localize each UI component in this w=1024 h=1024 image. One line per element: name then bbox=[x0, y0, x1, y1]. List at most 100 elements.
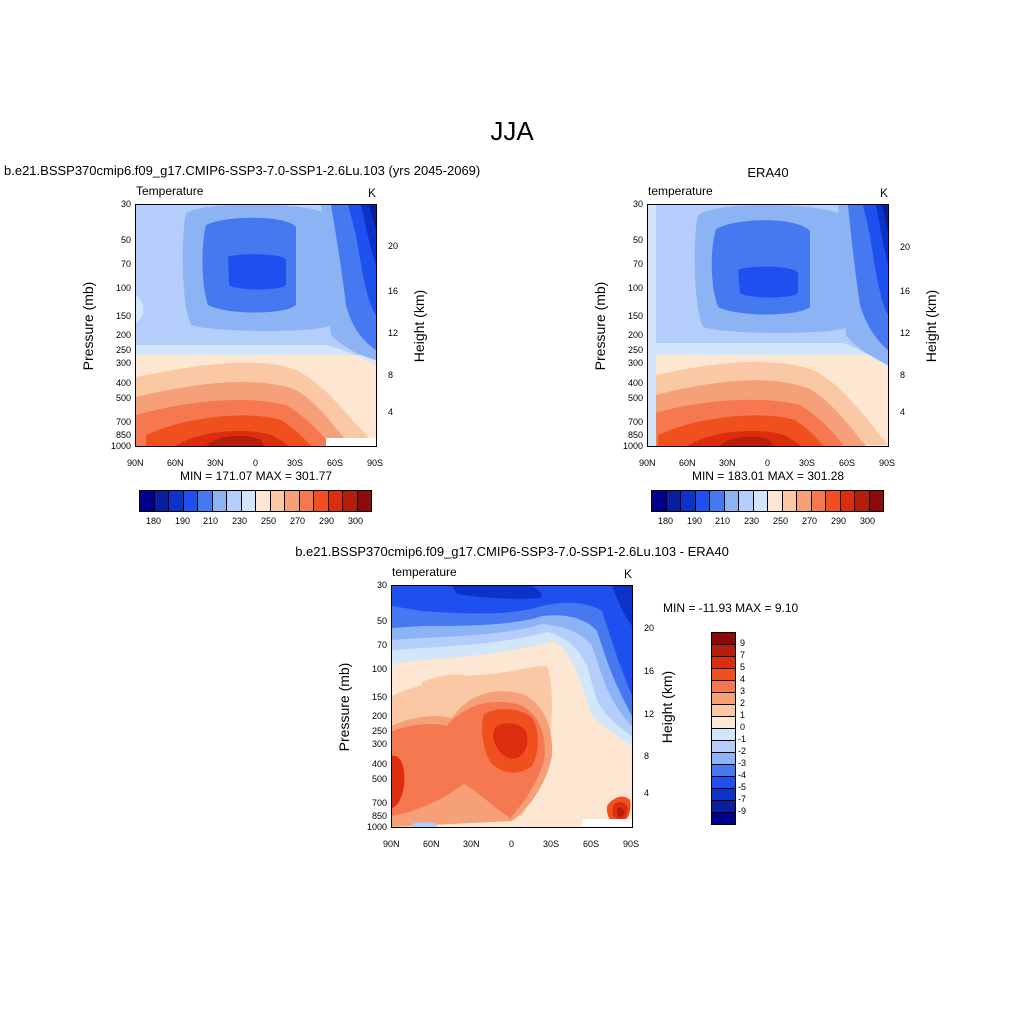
y-tick: 850 bbox=[371, 811, 387, 821]
y-tick: 500 bbox=[115, 393, 131, 403]
colorbar-label: -4 bbox=[738, 770, 747, 780]
colorbar-label: 230 bbox=[232, 516, 248, 526]
panel1-colorbar bbox=[139, 490, 372, 512]
panel3-x-ticks: 90N 60N 30N 0 30S 60S 90S bbox=[383, 839, 639, 851]
y2-tick: 4 bbox=[644, 788, 650, 798]
y2-tick: 12 bbox=[900, 328, 911, 338]
y-tick: 300 bbox=[371, 739, 387, 749]
panel1-x-ticks: 90N 60N 30N 0 30S 60S 90S bbox=[127, 458, 383, 470]
panel2-plot-area bbox=[647, 204, 889, 447]
x-tick: 90N bbox=[639, 458, 656, 468]
colorbar-label: 3 bbox=[740, 686, 746, 696]
panel1-variable-label: Temperature bbox=[136, 184, 204, 198]
panel2-y-ticks: 30 50 70 100 150 200 250 300 400 500 700… bbox=[607, 199, 643, 451]
y-tick: 500 bbox=[371, 774, 387, 784]
colorbar-label: 4 bbox=[740, 674, 746, 684]
x-tick: 30N bbox=[719, 458, 736, 468]
y2-tick: 8 bbox=[388, 370, 394, 380]
panel1-plot-area bbox=[135, 204, 377, 447]
y-tick: 250 bbox=[115, 345, 131, 355]
y-tick: 150 bbox=[627, 311, 643, 321]
x-tick: 90S bbox=[879, 458, 896, 468]
colorbar-label: -7 bbox=[738, 794, 747, 804]
y-tick: 700 bbox=[371, 798, 387, 808]
y-tick: 700 bbox=[627, 417, 643, 427]
colorbar-label: 7 bbox=[740, 650, 746, 660]
x-tick: 90S bbox=[623, 839, 640, 849]
panel1-title: b.e21.BSSP370cmip6.f09_g17.CMIP6-SSP3-7.… bbox=[4, 163, 481, 178]
y-tick: 850 bbox=[627, 430, 643, 440]
colorbar-label: 300 bbox=[348, 516, 364, 526]
panel3-plot-area bbox=[391, 585, 633, 828]
panel2-colorbar-labels: 180 190 210 230 250 270 290 300 bbox=[651, 516, 884, 528]
colorbar-label: 9 bbox=[740, 638, 746, 648]
x-tick: 30S bbox=[287, 458, 304, 468]
y2-tick: 16 bbox=[388, 286, 399, 296]
panel1-contour-svg bbox=[136, 205, 376, 446]
y-tick: 300 bbox=[627, 358, 643, 368]
y2-tick: 20 bbox=[388, 241, 399, 251]
colorbar-label: 290 bbox=[319, 516, 335, 526]
panel1-units: K bbox=[368, 186, 377, 200]
y2-tick: 8 bbox=[900, 370, 906, 380]
panel2-units: K bbox=[880, 186, 889, 200]
y2-tick: 12 bbox=[644, 709, 655, 719]
y-tick: 1000 bbox=[622, 441, 643, 451]
colorbar-label: 210 bbox=[715, 516, 731, 526]
colorbar-label: 210 bbox=[203, 516, 219, 526]
y-tick: 150 bbox=[371, 692, 387, 702]
colorbar-label: 190 bbox=[687, 516, 703, 526]
y-tick: 400 bbox=[115, 378, 131, 388]
panel2-y2-ticks: 20 16 12 8 4 bbox=[895, 204, 925, 447]
colorbar-label: 250 bbox=[773, 516, 789, 526]
panel1-colorbar-labels: 180 190 210 230 250 270 290 300 bbox=[139, 516, 372, 528]
y-tick: 30 bbox=[632, 199, 643, 209]
panel3-colorbar-labels: 9 7 5 4 3 2 1 0 -1 -2 -3 -4 -5 -7 -9 bbox=[738, 632, 770, 825]
colorbar-label: 270 bbox=[290, 516, 306, 526]
x-tick: 60S bbox=[327, 458, 344, 468]
panel3-y-axis-label: Pressure (mb) bbox=[336, 662, 352, 752]
colorbar-label: 1 bbox=[740, 710, 746, 720]
y-tick: 100 bbox=[627, 283, 643, 293]
y-tick: 1000 bbox=[110, 441, 131, 451]
colorbar-label: 190 bbox=[175, 516, 191, 526]
y2-tick: 20 bbox=[900, 242, 911, 252]
panel2-y2-axis-label: Height (km) bbox=[923, 289, 939, 363]
y-tick: 150 bbox=[115, 311, 131, 321]
colorbar-label: 300 bbox=[860, 516, 876, 526]
x-tick: 30S bbox=[543, 839, 560, 849]
y-tick: 50 bbox=[120, 235, 131, 245]
y-tick: 50 bbox=[376, 616, 387, 626]
panel2-y-axis-label: Pressure (mb) bbox=[592, 281, 608, 371]
y-tick: 200 bbox=[115, 330, 131, 340]
colorbar-label: -3 bbox=[738, 758, 747, 768]
colorbar-label: -5 bbox=[738, 782, 747, 792]
y-tick: 850 bbox=[115, 430, 131, 440]
x-tick: 90S bbox=[367, 458, 384, 468]
panel1-y2-ticks: 20 16 12 8 4 bbox=[383, 204, 413, 447]
y-tick: 50 bbox=[632, 235, 643, 245]
x-tick: 30N bbox=[207, 458, 224, 468]
panel2-title: ERA40 bbox=[747, 165, 789, 180]
panel2-stats: MIN = 183.01 MAX = 301.28 bbox=[691, 469, 845, 483]
colorbar-label: 180 bbox=[658, 516, 674, 526]
colorbar-label: 180 bbox=[146, 516, 162, 526]
x-tick: 60N bbox=[423, 839, 440, 849]
colorbar-label: -2 bbox=[738, 746, 747, 756]
panel1-y-axis-label: Pressure (mb) bbox=[80, 281, 96, 371]
x-tick: 60S bbox=[583, 839, 600, 849]
panel2-contour-svg bbox=[648, 205, 888, 446]
x-tick: 90N bbox=[383, 839, 400, 849]
y-tick: 30 bbox=[120, 199, 131, 209]
panel2-x-ticks: 90N 60N 30N 0 30S 60S 90S bbox=[639, 458, 895, 470]
colorbar-label: 290 bbox=[831, 516, 847, 526]
panel2-colorbar bbox=[651, 490, 884, 512]
main-title: JJA bbox=[490, 116, 534, 146]
panel3-units: K bbox=[624, 567, 633, 581]
panel3-y-ticks: 30 50 70 100 150 200 250 300 400 500 700… bbox=[351, 580, 387, 832]
y-tick: 30 bbox=[376, 580, 387, 590]
x-tick: 60N bbox=[679, 458, 696, 468]
y-tick: 400 bbox=[627, 378, 643, 388]
y-tick: 250 bbox=[371, 726, 387, 736]
panel1-y-ticks: 30 50 70 100 150 200 250 300 400 500 700… bbox=[95, 199, 131, 451]
